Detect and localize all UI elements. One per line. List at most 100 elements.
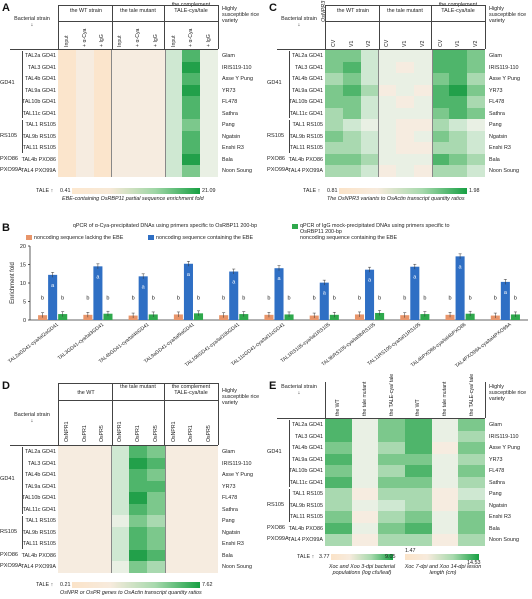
heatmap-cell	[360, 119, 379, 131]
heatmap-cell	[449, 119, 468, 131]
panel-label: A	[2, 2, 10, 14]
heatmap-cell	[146, 107, 166, 120]
heatmap-cell	[146, 130, 166, 143]
heatmap-cell	[378, 465, 406, 477]
strain-label: TAL3 GD41	[294, 64, 323, 71]
column-label: OsPR5	[152, 425, 159, 442]
significance-letter: b	[41, 296, 44, 302]
strain-label: TAL3 GD41	[294, 433, 323, 440]
heatmap-cell	[413, 107, 433, 120]
heatmap-cell	[342, 153, 361, 166]
heatmap-cell	[431, 442, 459, 454]
strain-label: TAL9a GD41	[24, 483, 56, 490]
heatmap-cell	[164, 96, 183, 108]
bar	[138, 276, 148, 320]
heatmap-cell	[164, 469, 183, 481]
heatmap-cell	[378, 130, 397, 143]
heatmap-cell	[200, 84, 219, 97]
heatmap-cell	[182, 561, 201, 573]
bar	[410, 266, 420, 320]
rice-variety-label: YR73	[489, 87, 503, 94]
column-label: V2	[473, 40, 480, 47]
strain-label: TAL9a GD41	[291, 87, 323, 94]
y-tick-label: 10	[20, 281, 26, 287]
heatmap-cell	[146, 469, 166, 481]
strain-label: TAL4b PXO86	[21, 552, 56, 559]
bracket-rs105	[289, 489, 290, 522]
y-tick-label: 15	[20, 263, 26, 269]
legend-swatch-green	[292, 224, 298, 229]
heatmap-cell	[378, 96, 397, 108]
scale-label: TALE ↑	[36, 582, 54, 588]
bar	[455, 256, 465, 320]
strain-label: TAL11c GD41	[289, 110, 323, 117]
color-scale	[72, 582, 200, 588]
heatmap-cell	[396, 119, 415, 131]
heatmap-cell	[431, 499, 459, 512]
heatmap-cell	[431, 465, 459, 477]
heatmap-cell	[200, 469, 219, 481]
heatmap-cell	[200, 561, 219, 573]
heatmap-cell	[431, 61, 450, 74]
heatmap-cell	[200, 538, 219, 550]
heatmap-cell	[111, 561, 130, 573]
rice-variety-label: Ngatsin	[489, 502, 508, 509]
bar	[375, 312, 385, 320]
heatmap-cell	[58, 538, 77, 550]
rice-variety-label: Noon Soung	[489, 537, 519, 543]
rice-variety-label: IRIS119-110	[489, 433, 519, 440]
heatmap-cell	[164, 561, 183, 573]
group-header-1: the tale mutant	[120, 384, 156, 390]
bar	[445, 314, 455, 320]
heatmap-cell	[360, 96, 379, 108]
strain-label: TAL1 RS105	[292, 491, 323, 497]
heatmap-cell	[75, 96, 94, 108]
heatmap-cell	[396, 50, 415, 62]
heatmap-cell	[378, 534, 406, 546]
heatmap-cell	[58, 153, 77, 166]
heatmap-cell	[360, 142, 379, 154]
panel-label: C	[269, 2, 277, 14]
heatmap-cell	[325, 453, 353, 466]
heatmap-cell	[449, 50, 468, 62]
heatmap-cell	[129, 492, 148, 504]
strain-label: TAL11c GD41	[289, 479, 323, 486]
heatmap-cell	[182, 165, 201, 177]
bar	[183, 263, 193, 320]
scale2-min: 1.47	[405, 548, 416, 554]
legend-title-2: qPCR of IgG mock-precipitated DNAs using…	[300, 223, 450, 235]
heatmap-cell	[146, 549, 166, 562]
bar	[83, 314, 93, 320]
panel-b: B qPCR of α-Cya-precipitated DNAs using …	[0, 222, 532, 372]
heatmap-cell	[111, 73, 130, 85]
column-label: V1	[402, 40, 408, 47]
heatmap-cell	[378, 142, 397, 154]
strain-group-pxo86: PXO86	[0, 155, 19, 162]
strain-label: TAL11c GD41	[22, 110, 56, 117]
rice-variety-label: IRIS119-110	[222, 64, 252, 71]
group-divider	[111, 50, 113, 177]
heatmap-cell	[467, 73, 486, 85]
heatmap-cell	[351, 430, 379, 443]
heatmap-cell	[182, 492, 201, 504]
group-header-1: the tale mutant	[387, 8, 423, 14]
strain-group-rs105: RS105	[0, 528, 18, 535]
heatmap-cell	[164, 446, 183, 458]
bar	[58, 314, 68, 320]
significance-letter: a	[323, 291, 327, 297]
group-header-2: the complement TALE-cya/tale	[438, 2, 478, 14]
heatmap-cell	[431, 476, 459, 489]
rice-variety-label: Pang	[222, 518, 235, 524]
significance-letter: a	[187, 272, 191, 278]
strain-label: TAL4b GD41	[24, 472, 56, 478]
heatmap-cell	[93, 119, 112, 131]
heatmap-cell	[164, 119, 183, 131]
column-label: the WT	[415, 399, 422, 416]
heatmap-cell	[342, 130, 361, 143]
heatmap-cell	[146, 503, 166, 516]
heatmap-cell	[182, 503, 201, 516]
heatmap-cell	[75, 153, 94, 166]
heatmap-cell	[325, 84, 344, 97]
heatmap-cell	[449, 61, 468, 74]
heatmap-cell	[129, 73, 148, 85]
